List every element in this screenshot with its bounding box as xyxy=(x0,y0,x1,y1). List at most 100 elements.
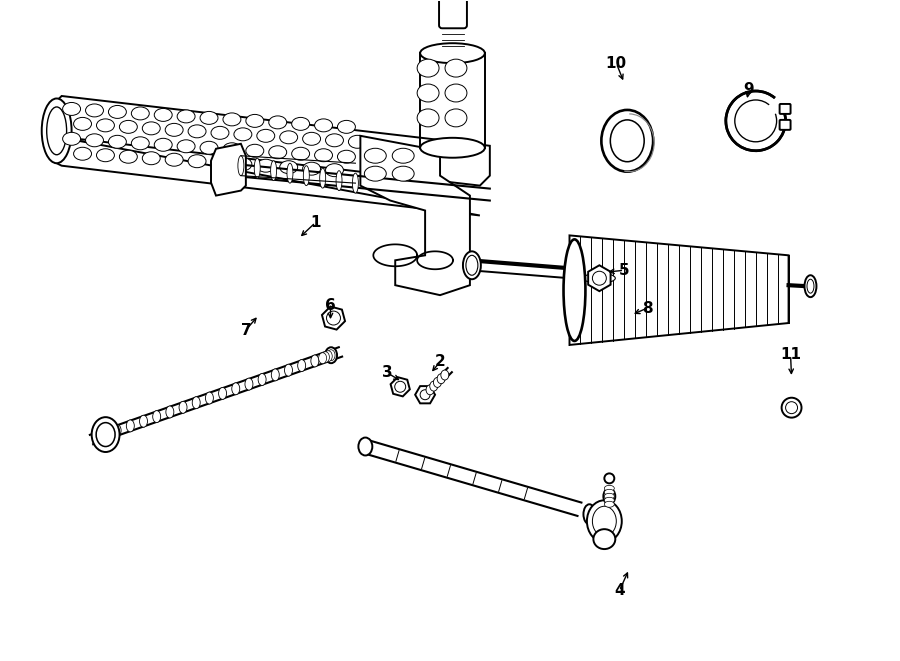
Ellipse shape xyxy=(392,166,414,181)
Ellipse shape xyxy=(188,125,206,137)
Ellipse shape xyxy=(807,279,814,293)
Ellipse shape xyxy=(211,126,229,139)
Ellipse shape xyxy=(238,156,244,176)
Ellipse shape xyxy=(583,273,616,283)
Ellipse shape xyxy=(601,110,653,172)
Ellipse shape xyxy=(563,239,585,341)
Ellipse shape xyxy=(338,120,356,134)
Ellipse shape xyxy=(126,420,134,432)
Ellipse shape xyxy=(140,415,148,427)
Ellipse shape xyxy=(246,144,264,157)
Circle shape xyxy=(420,390,430,400)
Polygon shape xyxy=(211,144,246,196)
Ellipse shape xyxy=(96,422,115,447)
Ellipse shape xyxy=(120,120,138,134)
Text: 3: 3 xyxy=(382,366,392,380)
Text: 7: 7 xyxy=(240,323,251,338)
Ellipse shape xyxy=(315,119,332,132)
Ellipse shape xyxy=(188,155,206,168)
Ellipse shape xyxy=(292,118,310,130)
Ellipse shape xyxy=(466,255,478,275)
Text: 1: 1 xyxy=(310,215,320,230)
Ellipse shape xyxy=(142,152,160,165)
Ellipse shape xyxy=(96,149,114,162)
Circle shape xyxy=(395,381,406,392)
Circle shape xyxy=(592,271,607,285)
Ellipse shape xyxy=(353,173,358,193)
Ellipse shape xyxy=(271,369,279,381)
Ellipse shape xyxy=(610,120,644,162)
Ellipse shape xyxy=(604,489,615,495)
Ellipse shape xyxy=(302,162,320,175)
Ellipse shape xyxy=(315,149,332,162)
Ellipse shape xyxy=(200,141,218,154)
Ellipse shape xyxy=(310,355,319,367)
Ellipse shape xyxy=(223,143,241,156)
Ellipse shape xyxy=(287,163,292,183)
Ellipse shape xyxy=(92,417,120,452)
Ellipse shape xyxy=(445,84,467,102)
Ellipse shape xyxy=(246,114,264,128)
Ellipse shape xyxy=(298,360,306,371)
Ellipse shape xyxy=(437,373,446,383)
Circle shape xyxy=(725,91,786,151)
Ellipse shape xyxy=(358,438,373,455)
Circle shape xyxy=(327,311,340,325)
Ellipse shape xyxy=(74,147,92,160)
Ellipse shape xyxy=(434,377,441,387)
Ellipse shape xyxy=(302,132,320,145)
Ellipse shape xyxy=(193,397,200,408)
Ellipse shape xyxy=(338,150,356,163)
FancyBboxPatch shape xyxy=(779,120,790,130)
Ellipse shape xyxy=(320,168,326,188)
Ellipse shape xyxy=(292,147,310,160)
Ellipse shape xyxy=(280,131,298,144)
Circle shape xyxy=(781,398,802,418)
Ellipse shape xyxy=(420,137,485,158)
Ellipse shape xyxy=(74,118,92,130)
Ellipse shape xyxy=(108,106,126,118)
Text: 2: 2 xyxy=(435,354,446,369)
Ellipse shape xyxy=(587,500,622,542)
Ellipse shape xyxy=(154,138,172,151)
Ellipse shape xyxy=(96,119,114,132)
Ellipse shape xyxy=(604,485,615,491)
Ellipse shape xyxy=(592,506,617,536)
Ellipse shape xyxy=(348,136,366,148)
Text: 4: 4 xyxy=(614,584,625,598)
Polygon shape xyxy=(360,136,470,295)
Ellipse shape xyxy=(245,378,253,390)
Ellipse shape xyxy=(604,473,615,483)
Ellipse shape xyxy=(604,497,615,503)
Ellipse shape xyxy=(324,351,332,362)
Ellipse shape xyxy=(177,140,195,153)
Ellipse shape xyxy=(47,107,67,155)
Ellipse shape xyxy=(417,59,439,77)
Ellipse shape xyxy=(100,429,108,441)
Ellipse shape xyxy=(256,159,274,172)
Ellipse shape xyxy=(604,501,615,507)
Ellipse shape xyxy=(604,493,615,499)
Text: 8: 8 xyxy=(642,301,652,315)
Polygon shape xyxy=(570,235,788,345)
Ellipse shape xyxy=(284,364,292,376)
Ellipse shape xyxy=(255,158,260,178)
Ellipse shape xyxy=(445,59,467,77)
Ellipse shape xyxy=(234,128,252,141)
Ellipse shape xyxy=(131,107,149,120)
Ellipse shape xyxy=(219,387,227,399)
Ellipse shape xyxy=(179,401,187,413)
Ellipse shape xyxy=(463,251,481,279)
Ellipse shape xyxy=(417,109,439,127)
Ellipse shape xyxy=(258,373,266,385)
Text: 10: 10 xyxy=(606,56,627,71)
Ellipse shape xyxy=(166,153,183,166)
Ellipse shape xyxy=(429,381,437,391)
Ellipse shape xyxy=(166,406,174,418)
Circle shape xyxy=(786,402,797,414)
Ellipse shape xyxy=(269,146,287,159)
Ellipse shape xyxy=(86,134,104,147)
Text: 6: 6 xyxy=(325,297,336,313)
Ellipse shape xyxy=(205,392,213,404)
Ellipse shape xyxy=(805,275,816,297)
